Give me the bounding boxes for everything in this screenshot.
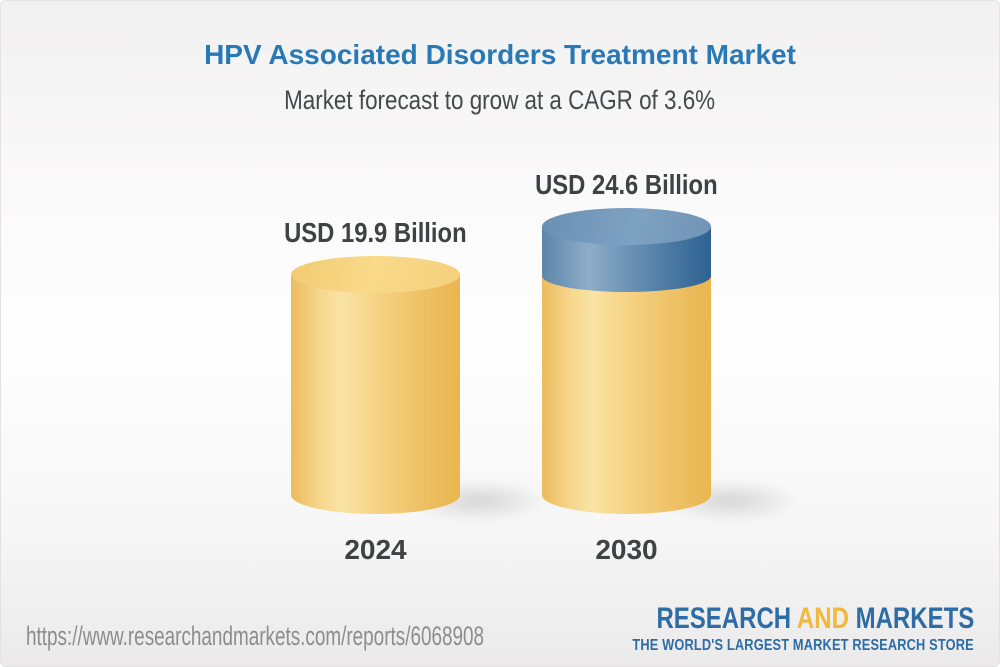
bar-2024-value-text: USD 19.9 Billion xyxy=(284,217,467,248)
logo-tagline: THE WORLD'S LARGEST MARKET RESEARCH STOR… xyxy=(547,637,974,655)
chart-subtitle: Market forecast to grow at a CAGR of 3.6… xyxy=(1,85,999,116)
report-url-text: https://www.researchandmarkets.com/repor… xyxy=(26,621,485,651)
chart-title: HPV Associated Disorders Treatment Marke… xyxy=(204,39,796,70)
bar-2030-year-label: 2030 xyxy=(595,534,658,565)
logo-word-and: AND xyxy=(796,602,849,635)
bar-2024-year-label: 2024 xyxy=(344,534,407,565)
logo-tagline-text: THE WORLD'S LARGEST MARKET RESEARCH STOR… xyxy=(632,637,974,654)
bar-2030-value-label: USD 24.6 Billion xyxy=(467,169,787,201)
bar-2030-base-body xyxy=(542,273,711,514)
logo-word-research: RESEARCH xyxy=(656,602,791,635)
research-and-markets-logo: RESEARCH AND MARKETS THE WORLD'S LARGEST… xyxy=(547,602,974,655)
logo-wordmark: RESEARCH AND MARKETS xyxy=(656,602,974,636)
bar-2030-top-ellipse xyxy=(542,208,711,245)
report-url: https://www.researchandmarkets.com/repor… xyxy=(26,621,680,652)
chart-subtitle-text: Market forecast to grow at a CAGR of 3.6… xyxy=(284,85,716,115)
logo-word-markets: MARKETS xyxy=(855,602,974,635)
bar-2024-value-label: USD 19.9 Billion xyxy=(216,217,536,249)
bar-2024-body xyxy=(291,274,460,514)
bar-2024-cylinder: USD 19.9 Billion 2024 xyxy=(284,217,551,565)
bar-2030-cylinder: USD 24.6 Billion 2030 xyxy=(535,169,802,565)
bar-2030-value-text: USD 24.6 Billion xyxy=(535,169,718,200)
bar-2024-top-ellipse xyxy=(291,256,460,293)
